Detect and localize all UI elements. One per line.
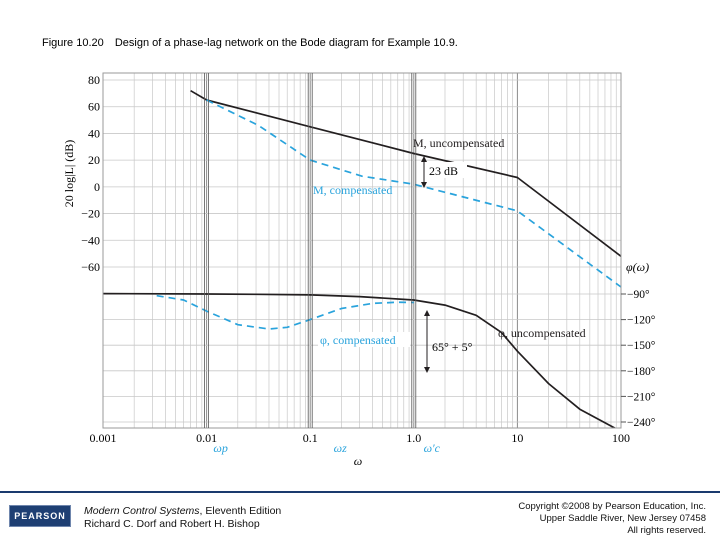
x-tick-label: 0.001 [90,431,117,445]
y-tick-label-phase: −240° [627,417,656,429]
book-edition: , Eleventh Edition [199,505,282,517]
y-tick-label-phase: −210° [627,391,656,403]
y-tick-label-magnitude: −40 [81,233,100,247]
label-phi-uncompensated: φ, uncompensated [498,326,586,340]
omega-marker-label: ω′c [424,441,441,455]
x-tick-label: 1.0 [406,431,421,445]
magnitude-compensated-line [206,99,621,288]
copyright-line-3: All rights reserved. [627,525,706,536]
x-axis-label: ω [354,454,362,468]
book-credit: Modern Control Systems, Eleventh Edition… [84,505,281,531]
y-tick-label-magnitude: 20 [88,153,100,167]
x-tick-label: 0.1 [303,431,318,445]
gain-gap-label: 23 dB [429,164,458,178]
y-axis-label-phase: φ(ω) [626,260,649,274]
phase-compensated-line [156,294,414,330]
phase-margin-arrowhead-bottom [424,367,430,373]
y-axis-label-magnitude: 20 log|L| (dB) [62,140,76,207]
omega-marker-label: ωz [334,441,347,455]
label-phi-compensated-bg [318,332,410,347]
y-tick-label-phase: −150° [627,340,656,352]
y-tick-label-phase: −90° [627,289,650,301]
pearson-logo: PEARSON [9,505,71,527]
copyright-line-2: Upper Saddle River, New Jersey 07458 [539,513,706,524]
grid [102,73,622,428]
y-tick-label-magnitude: 0 [94,180,100,194]
x-tick-label: 10 [511,431,523,445]
x-tick-label: 100 [612,431,630,445]
label-m-compensated: M, compensated [313,183,392,197]
annotation-layer: ωp ωz ω′c M, uncompensated M, compensated 23 … [213,136,585,455]
phase-margin-arrowhead-top [424,310,430,316]
book-authors: Richard C. Dorf and Robert H. Bishop [84,518,260,530]
y-tick-label-magnitude: −20 [81,207,100,221]
figure-caption-text: Design of a phase-lag network on the Bod… [114,37,458,49]
x-tick-label: 0.01 [196,431,217,445]
figure-caption: Figure 10.20 Design of a phase-lag netwo… [42,37,458,49]
y-tick-label-magnitude: 40 [88,126,100,140]
book-title: Modern Control Systems [84,505,200,517]
figure-label: Figure 10.20 [42,37,104,49]
axes-layer: 80 60 40 20 0 −20 −40 −60 20 log|L| (dB) −90° −120… [62,72,656,468]
magnitude-uncompensated-line [190,89,621,257]
bode-diagram: 80 60 40 20 0 −20 −40 −60 20 log|L| (dB) −90° −120… [62,72,656,468]
phase-uncompensated-line [103,292,617,428]
y-tick-label-phase: −120° [627,315,656,327]
series-layer [103,89,621,428]
label-phi-compensated: φ, compensated [320,333,396,347]
label-m-uncompensated: M, uncompensated [413,136,504,150]
y-tick-label-magnitude: −60 [81,260,100,274]
footer-divider [0,491,720,493]
gain-gap-arrowhead-top [421,156,427,162]
gain-gap-arrowhead-bottom [421,182,427,188]
plot-frame [102,72,622,429]
omega-marker-label: ωp [213,441,227,455]
y-tick-label-phase: −180° [627,366,656,378]
y-tick-label-magnitude: 60 [88,100,100,114]
y-tick-label-magnitude: 80 [88,73,100,87]
phase-margin-label: 65° + 5° [432,340,473,354]
copyright-notice: Copyright ©2008 by Pearson Education, In… [518,501,706,537]
gain-gap-label-bg [427,162,467,178]
copyright-line-1: Copyright ©2008 by Pearson Education, In… [518,501,706,512]
